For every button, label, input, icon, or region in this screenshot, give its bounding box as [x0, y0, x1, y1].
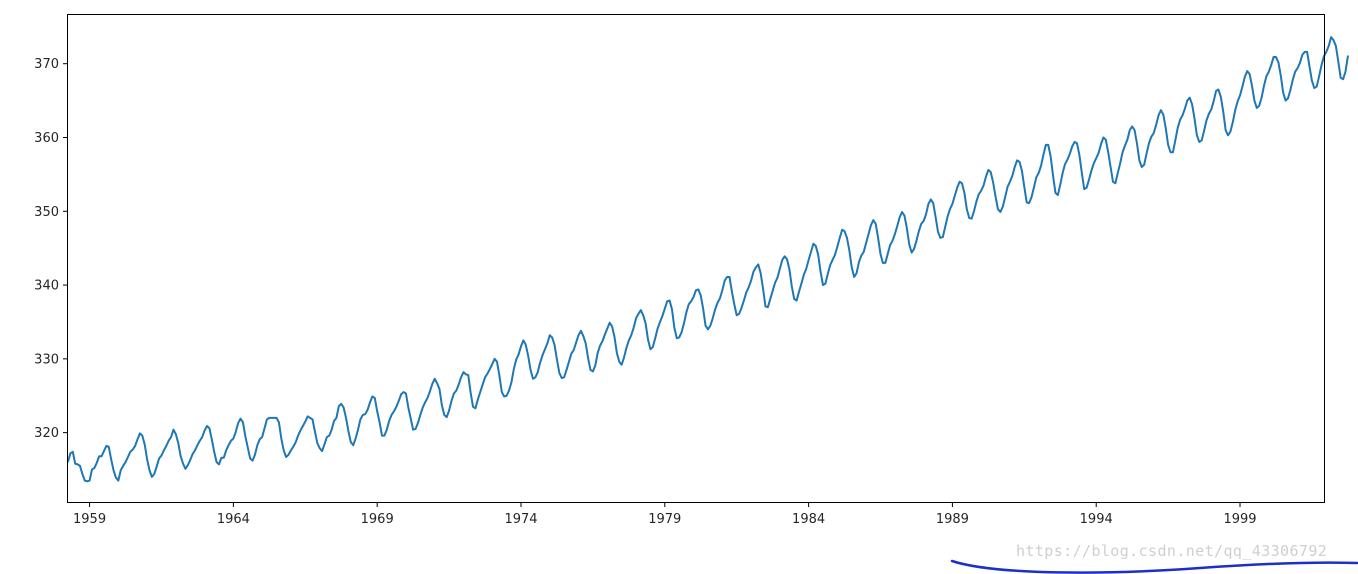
y-tick-label: 370 — [34, 57, 59, 72]
x-tick-label: 1984 — [792, 512, 825, 527]
x-tick-label: 1974 — [504, 512, 537, 527]
x-axis: 1959 1964 1969 1974 1979 1984 1989 1994 1999 — [73, 502, 1257, 527]
x-tick-label: 1969 — [361, 512, 394, 527]
y-tick-label: 340 — [34, 279, 59, 294]
plot-area-frame — [67, 14, 1325, 503]
watermark-underline — [950, 559, 1358, 574]
y-tick-label: 330 — [34, 352, 59, 367]
series-line — [67, 36, 1349, 483]
x-tick-label: 1994 — [1080, 512, 1113, 527]
x-tick-label: 1979 — [648, 512, 681, 527]
y-tick-label: 360 — [34, 131, 59, 146]
y-axis: 320 330 340 350 360 370 — [34, 57, 68, 441]
x-tick-label: 1959 — [73, 512, 106, 527]
y-tick-label: 350 — [34, 205, 59, 220]
y-tick-label: 320 — [34, 426, 59, 441]
watermark-text[interactable]: https://blog.csdn.net/qq_43306792 — [1016, 542, 1328, 560]
x-tick-label: 1964 — [217, 512, 250, 527]
x-tick-label: 1989 — [936, 512, 969, 527]
x-tick-label: 1999 — [1223, 512, 1256, 527]
